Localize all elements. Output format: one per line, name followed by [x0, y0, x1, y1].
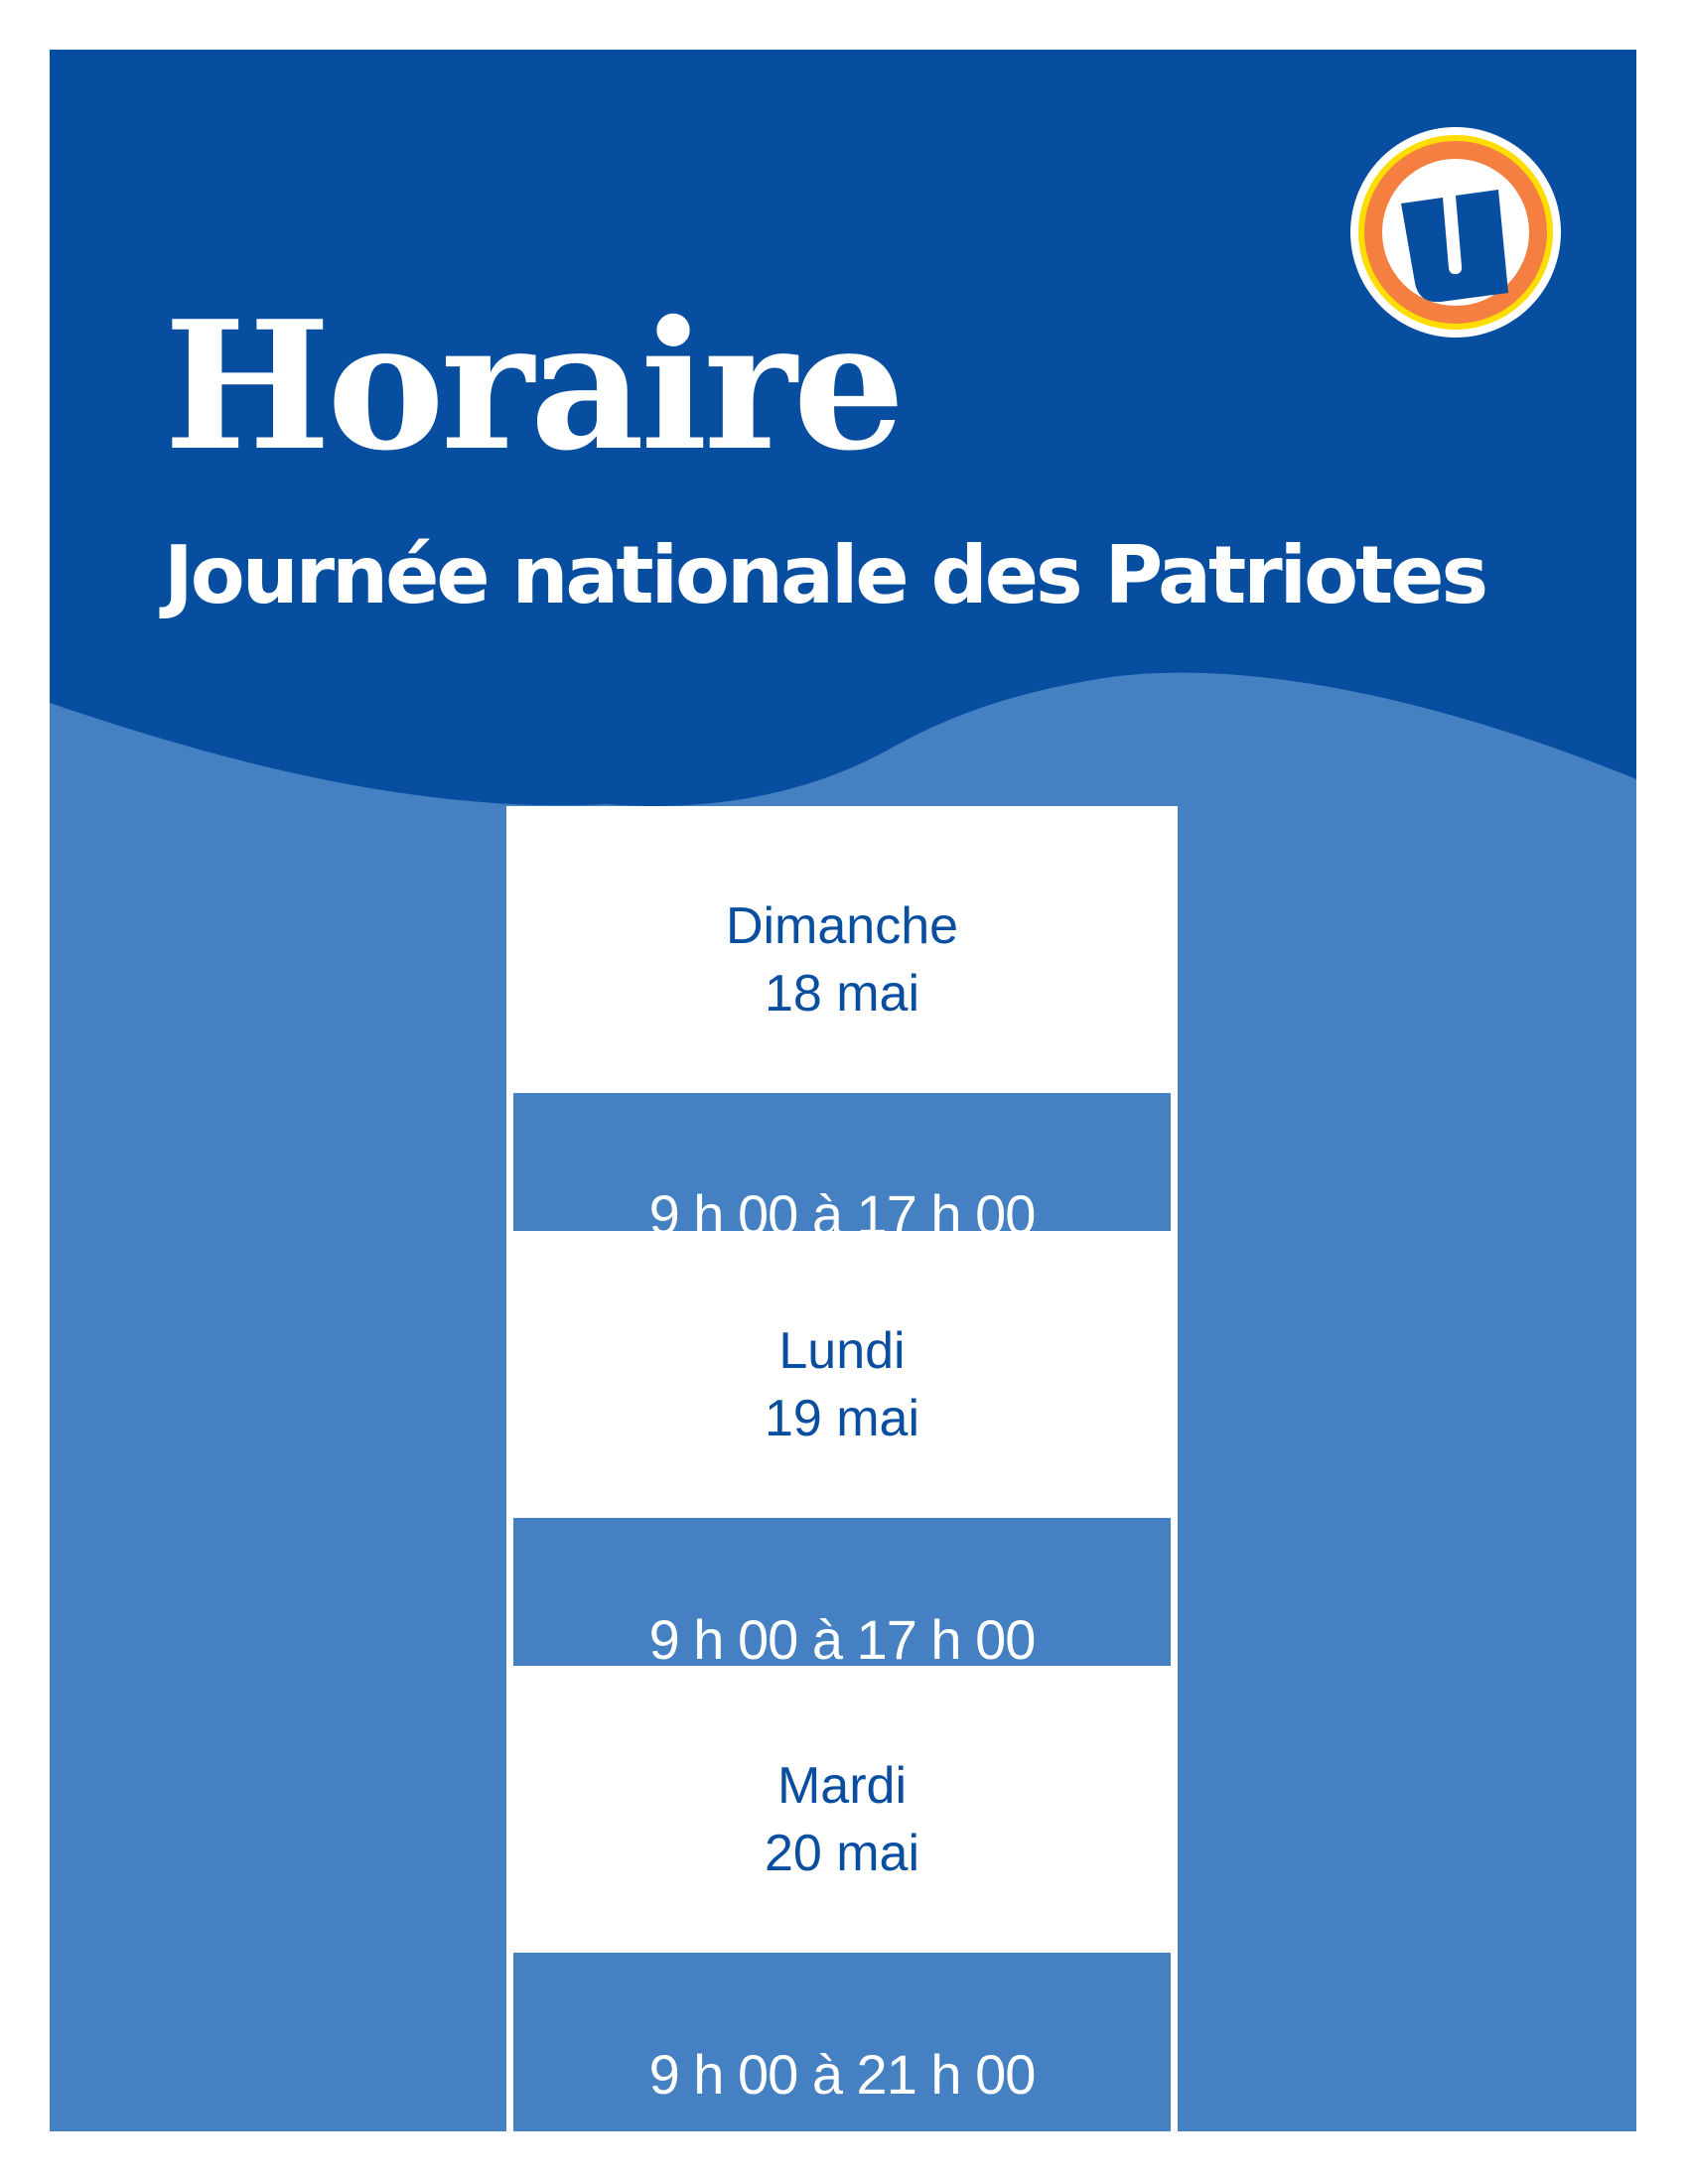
poster: Horaire Journée nationale des Patriotes … [50, 50, 1636, 2131]
schedule-card: Mardi 20 mai 9 h 00 à 21 h 00 [506, 1666, 1178, 2131]
day-name: Mardi [776, 1756, 908, 1815]
schedule-day-header: Mardi 20 mai [506, 1666, 1178, 1953]
u-logo-icon [1350, 127, 1561, 338]
opening-hours: 9 h 00 à 21 h 00 [513, 1953, 1171, 2131]
header-wave-background [50, 50, 1636, 806]
page-subtitle: Journée nationale des Patriotes [164, 529, 1488, 621]
day-name: Dimanche [725, 896, 959, 955]
day-name: Lundi [778, 1321, 906, 1380]
day-date: 18 mai [764, 964, 920, 1023]
day-date: 19 mai [764, 1389, 920, 1447]
day-date: 20 mai [764, 1824, 920, 1882]
schedule-day-header: Dimanche 18 mai [506, 806, 1178, 1093]
schedule-day-header: Lundi 19 mai [506, 1231, 1178, 1518]
page-title: Horaire [164, 282, 906, 489]
